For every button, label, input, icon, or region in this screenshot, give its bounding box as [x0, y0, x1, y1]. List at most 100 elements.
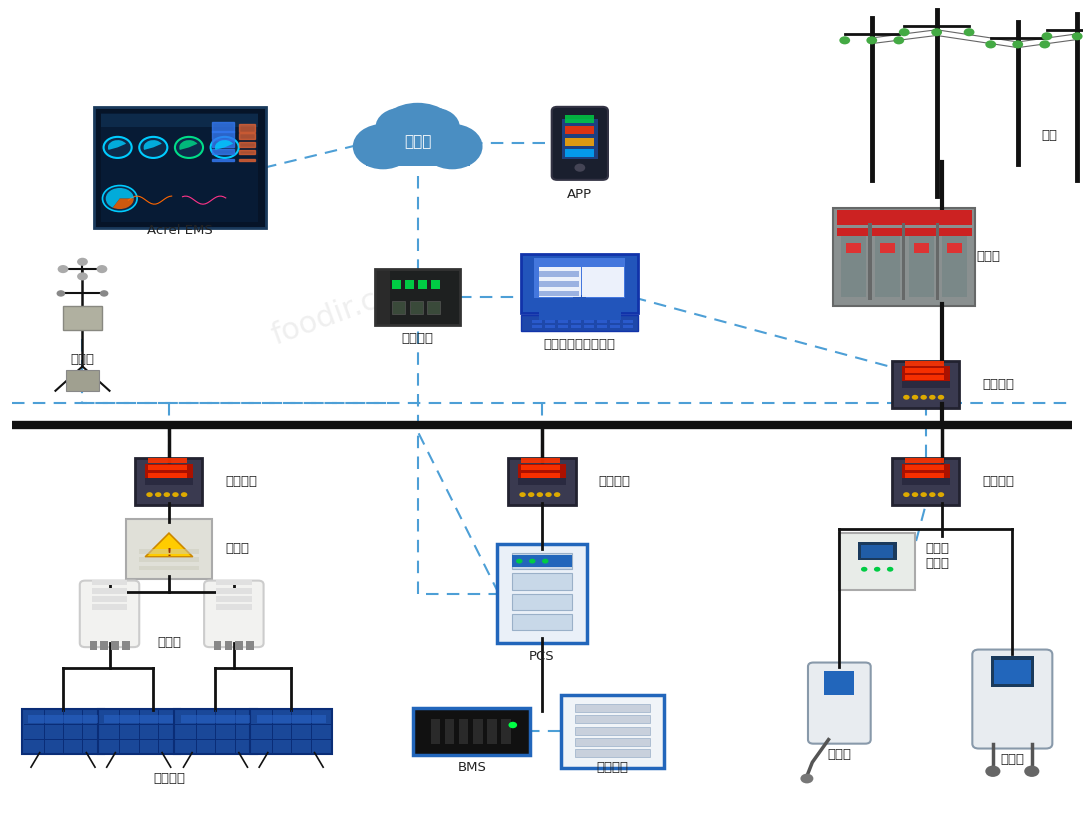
- Circle shape: [575, 164, 585, 172]
- Bar: [101, 641, 108, 650]
- Bar: [246, 641, 254, 650]
- Wedge shape: [113, 199, 133, 209]
- Circle shape: [104, 137, 131, 158]
- FancyBboxPatch shape: [560, 695, 663, 768]
- Bar: [610, 325, 620, 328]
- Bar: [597, 320, 607, 323]
- Circle shape: [77, 273, 88, 281]
- Bar: [994, 660, 1031, 685]
- Bar: [558, 320, 568, 323]
- Circle shape: [375, 107, 427, 147]
- Bar: [558, 325, 568, 328]
- Text: 智能电表: 智能电表: [982, 378, 1014, 391]
- Circle shape: [210, 137, 238, 158]
- Bar: [861, 545, 893, 558]
- Bar: [532, 320, 542, 323]
- Text: 光储充能量管理系统: 光储充能量管理系统: [544, 338, 616, 351]
- Bar: [212, 121, 234, 132]
- Bar: [512, 573, 572, 589]
- FancyBboxPatch shape: [508, 458, 576, 505]
- Circle shape: [964, 28, 975, 37]
- FancyBboxPatch shape: [126, 519, 212, 579]
- Bar: [214, 641, 221, 650]
- Text: 汇流箱: 汇流箱: [225, 542, 249, 555]
- Bar: [240, 125, 256, 132]
- FancyBboxPatch shape: [808, 663, 870, 744]
- Circle shape: [985, 765, 1001, 777]
- Text: 交流桩: 交流桩: [827, 748, 851, 761]
- Circle shape: [408, 107, 460, 147]
- Bar: [102, 113, 258, 222]
- Bar: [102, 114, 258, 127]
- Bar: [418, 280, 427, 289]
- FancyBboxPatch shape: [892, 458, 959, 505]
- Circle shape: [519, 492, 526, 497]
- Bar: [216, 588, 251, 593]
- Bar: [902, 479, 950, 485]
- Bar: [92, 604, 127, 610]
- Bar: [534, 258, 625, 299]
- Text: 限流式
保护器: 限流式 保护器: [926, 542, 950, 571]
- Bar: [512, 553, 572, 569]
- Bar: [905, 368, 944, 373]
- Circle shape: [139, 137, 167, 158]
- Bar: [473, 720, 482, 744]
- Bar: [563, 119, 597, 160]
- Text: 光伏组件: 光伏组件: [153, 772, 185, 785]
- Text: foodir.com: foodir.com: [268, 269, 427, 351]
- Bar: [566, 138, 594, 146]
- Bar: [235, 641, 243, 650]
- Bar: [623, 320, 633, 323]
- Bar: [610, 320, 620, 323]
- Circle shape: [920, 395, 927, 400]
- FancyBboxPatch shape: [892, 361, 959, 408]
- Bar: [240, 142, 256, 147]
- Bar: [566, 115, 594, 123]
- Wedge shape: [108, 140, 126, 150]
- Circle shape: [929, 492, 935, 497]
- Circle shape: [155, 492, 162, 497]
- Circle shape: [893, 37, 904, 45]
- Bar: [942, 236, 967, 297]
- Bar: [139, 549, 199, 554]
- Bar: [539, 281, 579, 287]
- Bar: [405, 280, 414, 289]
- Bar: [212, 159, 234, 161]
- Bar: [846, 243, 861, 253]
- Wedge shape: [106, 188, 133, 208]
- Bar: [224, 641, 232, 650]
- Circle shape: [839, 37, 850, 45]
- Bar: [149, 473, 188, 478]
- Circle shape: [903, 395, 909, 400]
- Bar: [905, 458, 944, 463]
- Circle shape: [528, 492, 534, 497]
- Bar: [575, 750, 649, 758]
- Text: 微气象: 微气象: [70, 353, 94, 366]
- Bar: [145, 479, 193, 485]
- Circle shape: [172, 492, 179, 497]
- FancyBboxPatch shape: [250, 709, 332, 755]
- Bar: [145, 464, 193, 480]
- Circle shape: [985, 41, 996, 49]
- Bar: [582, 267, 623, 297]
- FancyBboxPatch shape: [98, 709, 180, 755]
- FancyBboxPatch shape: [22, 709, 104, 755]
- Circle shape: [912, 395, 918, 400]
- Bar: [857, 541, 896, 559]
- Bar: [905, 361, 944, 365]
- Circle shape: [146, 492, 153, 497]
- Bar: [216, 596, 251, 602]
- Bar: [902, 366, 950, 383]
- Circle shape: [537, 492, 543, 497]
- Bar: [841, 236, 866, 297]
- Circle shape: [508, 722, 517, 729]
- Bar: [905, 466, 944, 470]
- Circle shape: [903, 492, 909, 497]
- Circle shape: [422, 124, 482, 169]
- Circle shape: [57, 265, 68, 274]
- Bar: [908, 236, 933, 297]
- Circle shape: [545, 492, 552, 497]
- FancyBboxPatch shape: [496, 544, 588, 643]
- Circle shape: [929, 395, 935, 400]
- Circle shape: [542, 558, 549, 563]
